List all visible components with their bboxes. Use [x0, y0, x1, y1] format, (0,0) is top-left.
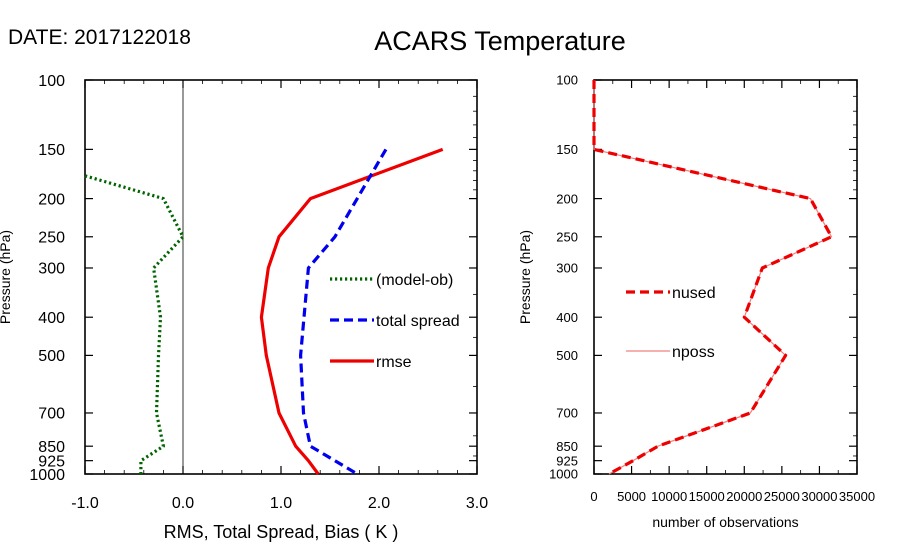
legend-label: rmse: [376, 354, 412, 371]
y-tick-label: 400: [38, 310, 65, 327]
legend-label: total spread: [376, 313, 460, 330]
y-tick-label: 100: [556, 73, 578, 88]
legend-label: (model-ob): [376, 272, 453, 289]
series-line-rmse: [259, 147, 444, 475]
x-tick-label: 15000: [689, 489, 725, 504]
y-tick-label: 250: [38, 230, 65, 247]
date-label: DATE: 2017122018: [8, 26, 191, 49]
y-tick-label: 850: [556, 439, 578, 454]
y-tick-label: 400: [556, 310, 578, 325]
y-tick-label: 500: [556, 348, 578, 363]
y-tick-label: 250: [556, 229, 578, 244]
x-tick-label: 25000: [764, 489, 800, 504]
series-line-nused: [592, 80, 834, 476]
y-tick-label: 700: [556, 406, 578, 421]
legend-label: nposs: [672, 344, 715, 361]
y-axis-title: Pressure (hPa): [0, 230, 13, 324]
x-tick-label: 10000: [651, 489, 687, 504]
x-tick-label: 35000: [839, 489, 875, 504]
y-tick-label: 150: [38, 142, 65, 159]
x-tick-label: 0: [590, 489, 597, 504]
x-axis-title: number of observations: [652, 514, 798, 530]
y-tick-label: 1000: [549, 467, 578, 482]
y-tick-label: 700: [38, 406, 65, 423]
y-tick-label: 925: [38, 453, 65, 470]
series-line-model-ob: [84, 174, 185, 474]
x-tick-label: 30000: [801, 489, 837, 504]
x-tick-label: 5000: [617, 489, 646, 504]
x-tick-label: 1.0: [270, 495, 292, 512]
y-tick-label: 150: [556, 142, 578, 157]
y-tick-label: 200: [556, 191, 578, 206]
plot-frame: [593, 79, 858, 475]
series-line-total-spread: [299, 148, 388, 476]
x-tick-label: 0.0: [172, 495, 194, 512]
y-tick-label: 200: [38, 191, 65, 208]
y-tick-label: 100: [38, 73, 65, 90]
chart-title: ACARS Temperature: [374, 26, 626, 56]
y-axis-title: Pressure (hPa): [517, 230, 533, 324]
y-tick-label: 1000: [29, 467, 65, 484]
y-tick-label: 850: [38, 439, 65, 456]
series-line-nposs: [593, 80, 833, 475]
y-tick-label: 300: [38, 261, 65, 278]
y-tick-label: 925: [556, 453, 578, 468]
x-tick-label: -1.0: [71, 495, 99, 512]
y-tick-label: 300: [556, 261, 578, 276]
y-tick-label: 500: [38, 348, 65, 365]
x-tick-label: 2.0: [368, 495, 390, 512]
x-tick-label: 3.0: [466, 495, 488, 512]
legend-label: nused: [672, 285, 716, 302]
x-tick-label: 20000: [726, 489, 762, 504]
x-axis-title: RMS, Total Spread, Bias ( K ): [164, 522, 399, 542]
